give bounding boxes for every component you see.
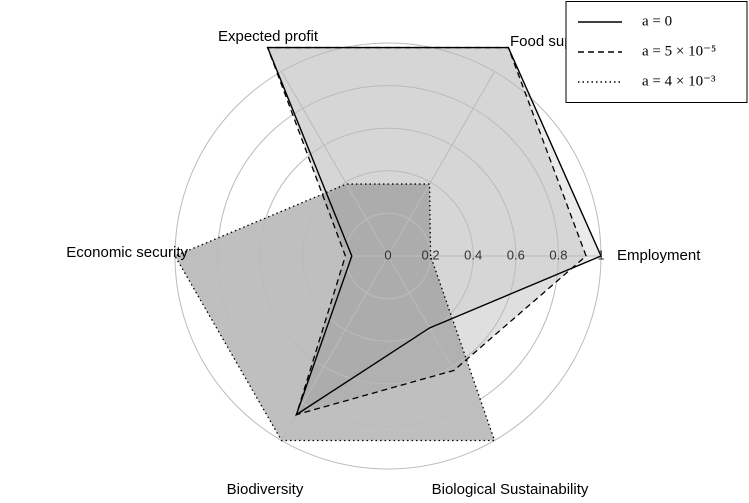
category-label: Biodiversity	[227, 481, 304, 498]
r-tick-label: 0.4	[464, 247, 482, 262]
legend-label: a = 0	[642, 13, 672, 29]
series-line	[266, 46, 587, 416]
spoke	[281, 255, 389, 441]
spoke	[387, 71, 495, 257]
r-tick-label: 0	[384, 247, 391, 262]
legend-label: a = 5 × 10⁻⁵	[642, 43, 716, 59]
category-label: Expected profit	[218, 28, 319, 45]
legend: a = 0 a = 5 × 10⁻⁵ a = 4 × 10⁻³	[565, 1, 748, 103]
legend-box	[565, 1, 748, 103]
r-tick-label: 1	[597, 247, 604, 262]
category-label: Economic security	[66, 244, 188, 261]
r-tick-label: 0.6	[507, 247, 525, 262]
series-area	[175, 184, 495, 441]
spoke	[387, 255, 495, 441]
category-label: Employment	[617, 247, 701, 264]
spoke	[281, 71, 389, 257]
category-label: Biological Sustainability	[432, 481, 589, 498]
legend-label: a = 4 × 10⁻³	[642, 73, 716, 89]
r-tick-label: 0.8	[549, 247, 567, 262]
r-tick-label: 0.2	[422, 247, 440, 262]
